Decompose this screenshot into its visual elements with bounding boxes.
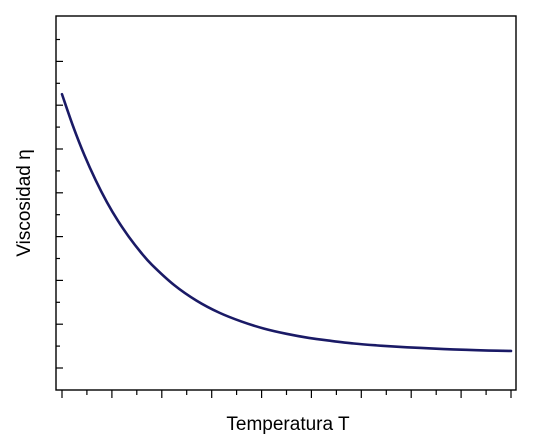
- x-axis-label: Temperatura T: [226, 414, 350, 435]
- y-axis-label: Viscosidad η: [14, 149, 35, 256]
- series-layer: [60, 92, 513, 353]
- series-line-0: [60, 92, 513, 353]
- x-axis-ticks: [61, 390, 512, 398]
- y-axis-ticks: [56, 38, 63, 369]
